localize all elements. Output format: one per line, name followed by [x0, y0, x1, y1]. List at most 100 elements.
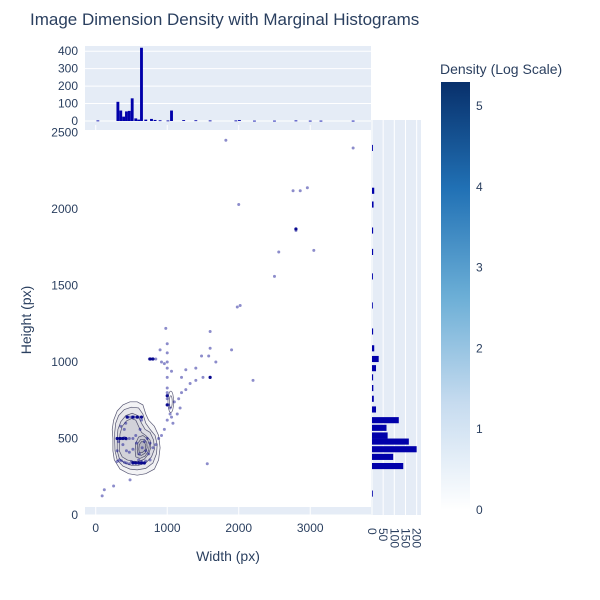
right-histogram-bars — [372, 144, 417, 497]
density-contour-line — [111, 401, 161, 476]
scatter-point — [117, 440, 121, 444]
scatter-point — [135, 415, 139, 419]
scatter-point — [139, 418, 143, 422]
colorbar-tick-label: 4 — [476, 180, 483, 194]
scatter-point — [207, 354, 211, 358]
scatter-point — [124, 449, 128, 453]
top-histogram-bar — [166, 120, 170, 122]
top-histogram-bar — [319, 120, 323, 122]
right-histogram-bar — [372, 385, 374, 392]
top-histogram-bar — [96, 120, 100, 122]
colorbar-ticks: 0 1 2 3 4 5 — [476, 99, 483, 517]
scatter-point — [170, 369, 174, 373]
right-histogram-bar — [372, 463, 404, 470]
right-histogram-tick-label: 200 — [410, 528, 424, 548]
top-histogram-bar — [351, 120, 355, 122]
scatter-point — [137, 458, 141, 462]
top-histogram-tick-label: 0 — [71, 114, 78, 128]
scatter-point — [131, 437, 135, 441]
scatter-point — [201, 375, 205, 379]
scatter-point — [224, 138, 228, 142]
scatter-point — [144, 449, 148, 453]
scatter-point — [170, 415, 174, 419]
scatter-point — [118, 436, 122, 441]
scatter-point — [208, 329, 212, 333]
top-histogram-bar — [122, 116, 126, 121]
top-histogram-bar — [127, 110, 131, 121]
right-histogram-bar — [372, 490, 373, 497]
scatter-point — [205, 462, 209, 466]
y-tick-label: 2500 — [51, 126, 78, 140]
scatter-point — [194, 378, 198, 382]
colorbar-tick-label: 1 — [476, 422, 483, 436]
scatter-point — [178, 406, 182, 410]
scatter-point — [194, 366, 198, 370]
scatter-point — [157, 437, 161, 441]
right-histogram-bar — [372, 144, 373, 151]
right-histogram-bar — [372, 345, 375, 352]
scatter-point — [121, 443, 125, 447]
scatter-point — [188, 381, 192, 385]
scatter-point — [165, 403, 169, 407]
scatter-point — [115, 459, 119, 463]
scatter-point — [137, 452, 141, 456]
scatter-point — [119, 459, 123, 463]
top-histogram-tick-label: 400 — [58, 44, 78, 58]
colorbar-tick-label: 2 — [476, 341, 483, 355]
top-histogram-bar — [134, 118, 138, 121]
top-histogram-bar — [182, 120, 186, 121]
density-contour-line — [169, 395, 173, 409]
top-histogram-bar — [119, 110, 123, 121]
top-histogram-bar — [253, 120, 256, 122]
right-histogram-bar — [372, 406, 377, 413]
right-histogram-tick-label: 50 — [376, 528, 390, 542]
scatter-point — [154, 443, 158, 447]
scatter-point — [134, 461, 138, 465]
scatter-point — [115, 449, 119, 453]
y-tick-label: 2000 — [51, 202, 78, 216]
top-histogram-bar — [194, 120, 198, 122]
top-histogram-bar — [153, 119, 157, 121]
scatter-point — [115, 436, 119, 441]
scatter-point — [151, 446, 155, 450]
scatter-point — [230, 348, 234, 352]
x-axis-ticks: 0 1000 2000 3000 — [92, 521, 324, 535]
scatter-point — [162, 427, 166, 431]
scatter-point — [119, 424, 123, 428]
y-axis-ticks: 0 500 1000 1500 2000 2500 — [51, 126, 78, 522]
scatter-point — [137, 461, 141, 465]
scatter-point — [142, 440, 146, 444]
scatter-point — [124, 461, 128, 465]
scatter-point — [165, 418, 169, 422]
scatter-point — [112, 484, 116, 488]
right-histogram-bar — [372, 328, 374, 335]
right-histogram-bar — [372, 417, 399, 424]
right-histogram-bar — [372, 453, 394, 460]
top-histogram-bar — [140, 47, 143, 121]
scatter-point — [160, 360, 164, 364]
scatter-point — [235, 305, 239, 309]
right-histogram-bar — [372, 248, 374, 255]
top-histogram-bar — [234, 120, 238, 122]
scatter-point — [184, 368, 188, 372]
scatter-point — [121, 436, 125, 441]
scatter-point — [128, 478, 132, 482]
scatter-point — [127, 437, 131, 441]
top-histogram: 0 100 200 300 400 — [58, 44, 371, 128]
scatter-point — [100, 494, 104, 498]
top-histogram-y-ticks: 0 100 200 300 400 — [58, 44, 78, 128]
scatter-point — [208, 346, 212, 350]
x-tick-label: 3000 — [297, 521, 324, 535]
scatter-point — [305, 186, 309, 190]
top-histogram-tick-label: 200 — [58, 79, 78, 93]
x-tick-label: 1000 — [154, 521, 181, 535]
scatter-point — [125, 415, 129, 419]
density-contour-line — [167, 390, 175, 413]
top-histogram-bars — [96, 47, 355, 122]
colorbar-tick-label: 5 — [476, 99, 483, 113]
top-histogram-bar — [158, 120, 162, 122]
colorbar-tick-label: 3 — [476, 261, 483, 275]
